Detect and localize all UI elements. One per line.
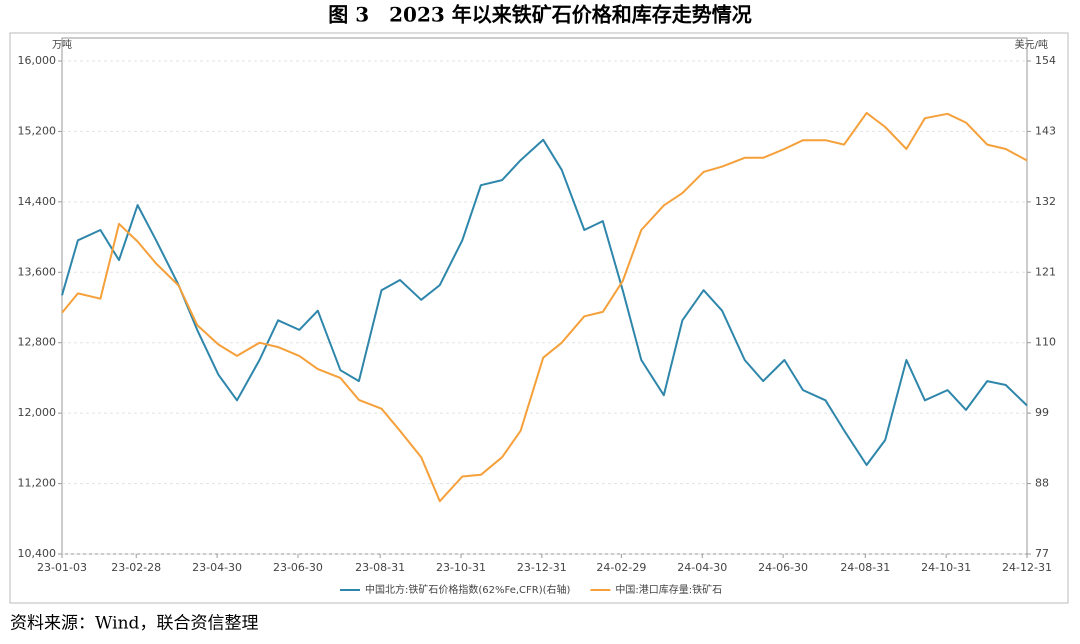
y2-tick-label: 77	[1035, 547, 1049, 560]
y-tick-label: 10,400	[18, 547, 57, 560]
y2-tick-label: 110	[1035, 336, 1056, 349]
x-tick-label: 24-10-31	[921, 561, 971, 574]
y2-tick-label: 121	[1035, 265, 1056, 278]
legend-label: 中国北方:铁矿石价格指数(62%Fe,CFR)(右轴)	[365, 583, 571, 596]
x-tick-label: 23-02-28	[111, 561, 161, 574]
y2-tick-label: 88	[1035, 477, 1049, 490]
y2-tick-label: 132	[1035, 195, 1056, 208]
y-tick-label: 11,200	[18, 477, 57, 490]
x-tick-label: 24-02-29	[596, 561, 646, 574]
series-line	[61, 138, 1028, 466]
x-tick-label: 23-06-30	[273, 561, 323, 574]
x-tick-label: 23-08-31	[355, 561, 405, 574]
y2-tick-label: 143	[1035, 124, 1056, 137]
x-tick-label: 24-04-30	[677, 561, 727, 574]
x-tick-label: 23-04-30	[192, 561, 242, 574]
x-tick-label: 24-08-31	[840, 561, 890, 574]
x-tick-label: 23-12-31	[517, 561, 567, 574]
y-tick-label: 15,200	[18, 124, 57, 137]
x-tick-label: 24-06-30	[758, 561, 808, 574]
plot-frame	[61, 37, 1028, 555]
series-line	[61, 111, 1028, 503]
x-tick-label: 24-12-31	[1002, 561, 1052, 574]
y-tick-label: 16,000	[18, 54, 57, 67]
x-tick-label: 23-01-03	[37, 561, 87, 574]
legend-label: 中国:港口库存量:铁矿石	[615, 583, 722, 596]
chart-border	[9, 32, 1069, 604]
y-tick-label: 12,800	[18, 336, 57, 349]
y-tick-label: 13,600	[18, 265, 57, 278]
y2-tick-label: 99	[1035, 406, 1049, 419]
chart-title: 图 3 2023 年以来铁矿石价格和库存走势情况	[328, 3, 752, 27]
y2-tick-label: 154	[1035, 54, 1056, 67]
y-tick-label: 14,400	[18, 195, 57, 208]
source-note: 资料来源：Wind，联合资信整理	[10, 614, 258, 634]
x-tick-label: 23-10-31	[436, 561, 486, 574]
y-tick-label: 12,000	[18, 406, 57, 419]
y2-axis-label: 美元/吨	[1015, 38, 1048, 51]
